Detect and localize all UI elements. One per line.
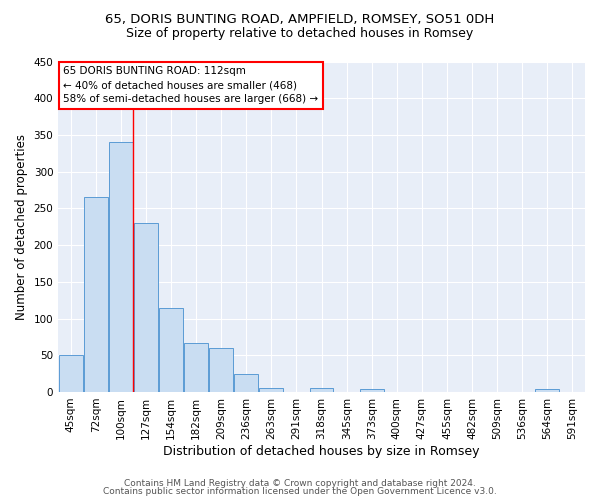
- Text: Contains HM Land Registry data © Crown copyright and database right 2024.: Contains HM Land Registry data © Crown c…: [124, 478, 476, 488]
- Y-axis label: Number of detached properties: Number of detached properties: [15, 134, 28, 320]
- Text: Size of property relative to detached houses in Romsey: Size of property relative to detached ho…: [127, 28, 473, 40]
- Bar: [184, 343, 208, 392]
- Bar: [84, 198, 108, 392]
- Bar: [109, 142, 133, 392]
- Bar: [259, 388, 283, 392]
- Bar: [59, 355, 83, 392]
- Bar: [310, 388, 334, 392]
- Bar: [235, 374, 258, 392]
- Bar: [134, 223, 158, 392]
- Text: Contains public sector information licensed under the Open Government Licence v3: Contains public sector information licen…: [103, 487, 497, 496]
- Text: 65, DORIS BUNTING ROAD, AMPFIELD, ROMSEY, SO51 0DH: 65, DORIS BUNTING ROAD, AMPFIELD, ROMSEY…: [106, 12, 494, 26]
- Bar: [209, 348, 233, 392]
- X-axis label: Distribution of detached houses by size in Romsey: Distribution of detached houses by size …: [163, 444, 480, 458]
- Text: 65 DORIS BUNTING ROAD: 112sqm
← 40% of detached houses are smaller (468)
58% of : 65 DORIS BUNTING ROAD: 112sqm ← 40% of d…: [64, 66, 319, 104]
- Bar: [159, 308, 183, 392]
- Bar: [535, 389, 559, 392]
- Bar: [360, 389, 383, 392]
